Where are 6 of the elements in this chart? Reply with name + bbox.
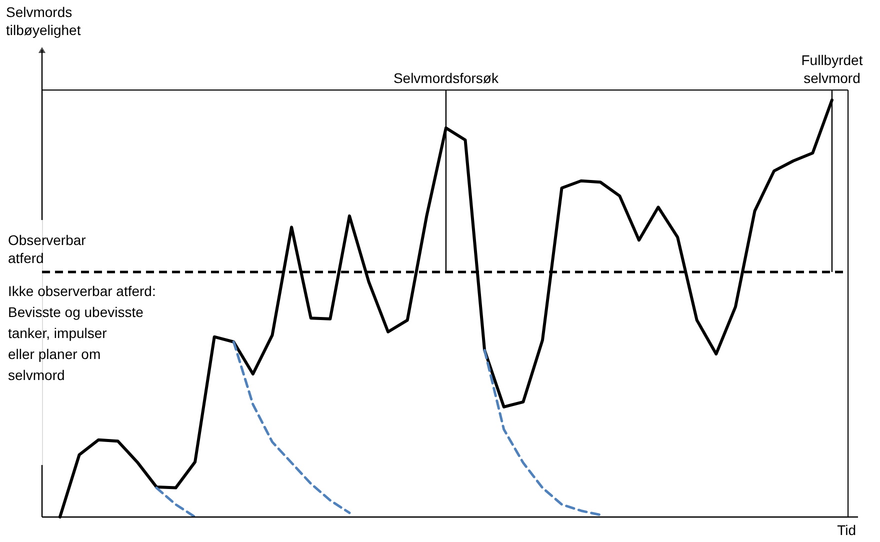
annotation: Ikke observerbar atferd: Bevisste og ubevisste tanker, impulser eller planer om selvmord (8, 283, 156, 383)
ref-line-label: Observerbar atferd (8, 232, 86, 266)
annotation: Selvmordsforsøk (393, 70, 500, 86)
annotation: Fullbyrdet selvmord (801, 52, 863, 86)
x-axis-title: Tid (837, 522, 856, 538)
y-axis-title: Selvmords tilbøyelighet (6, 4, 81, 38)
